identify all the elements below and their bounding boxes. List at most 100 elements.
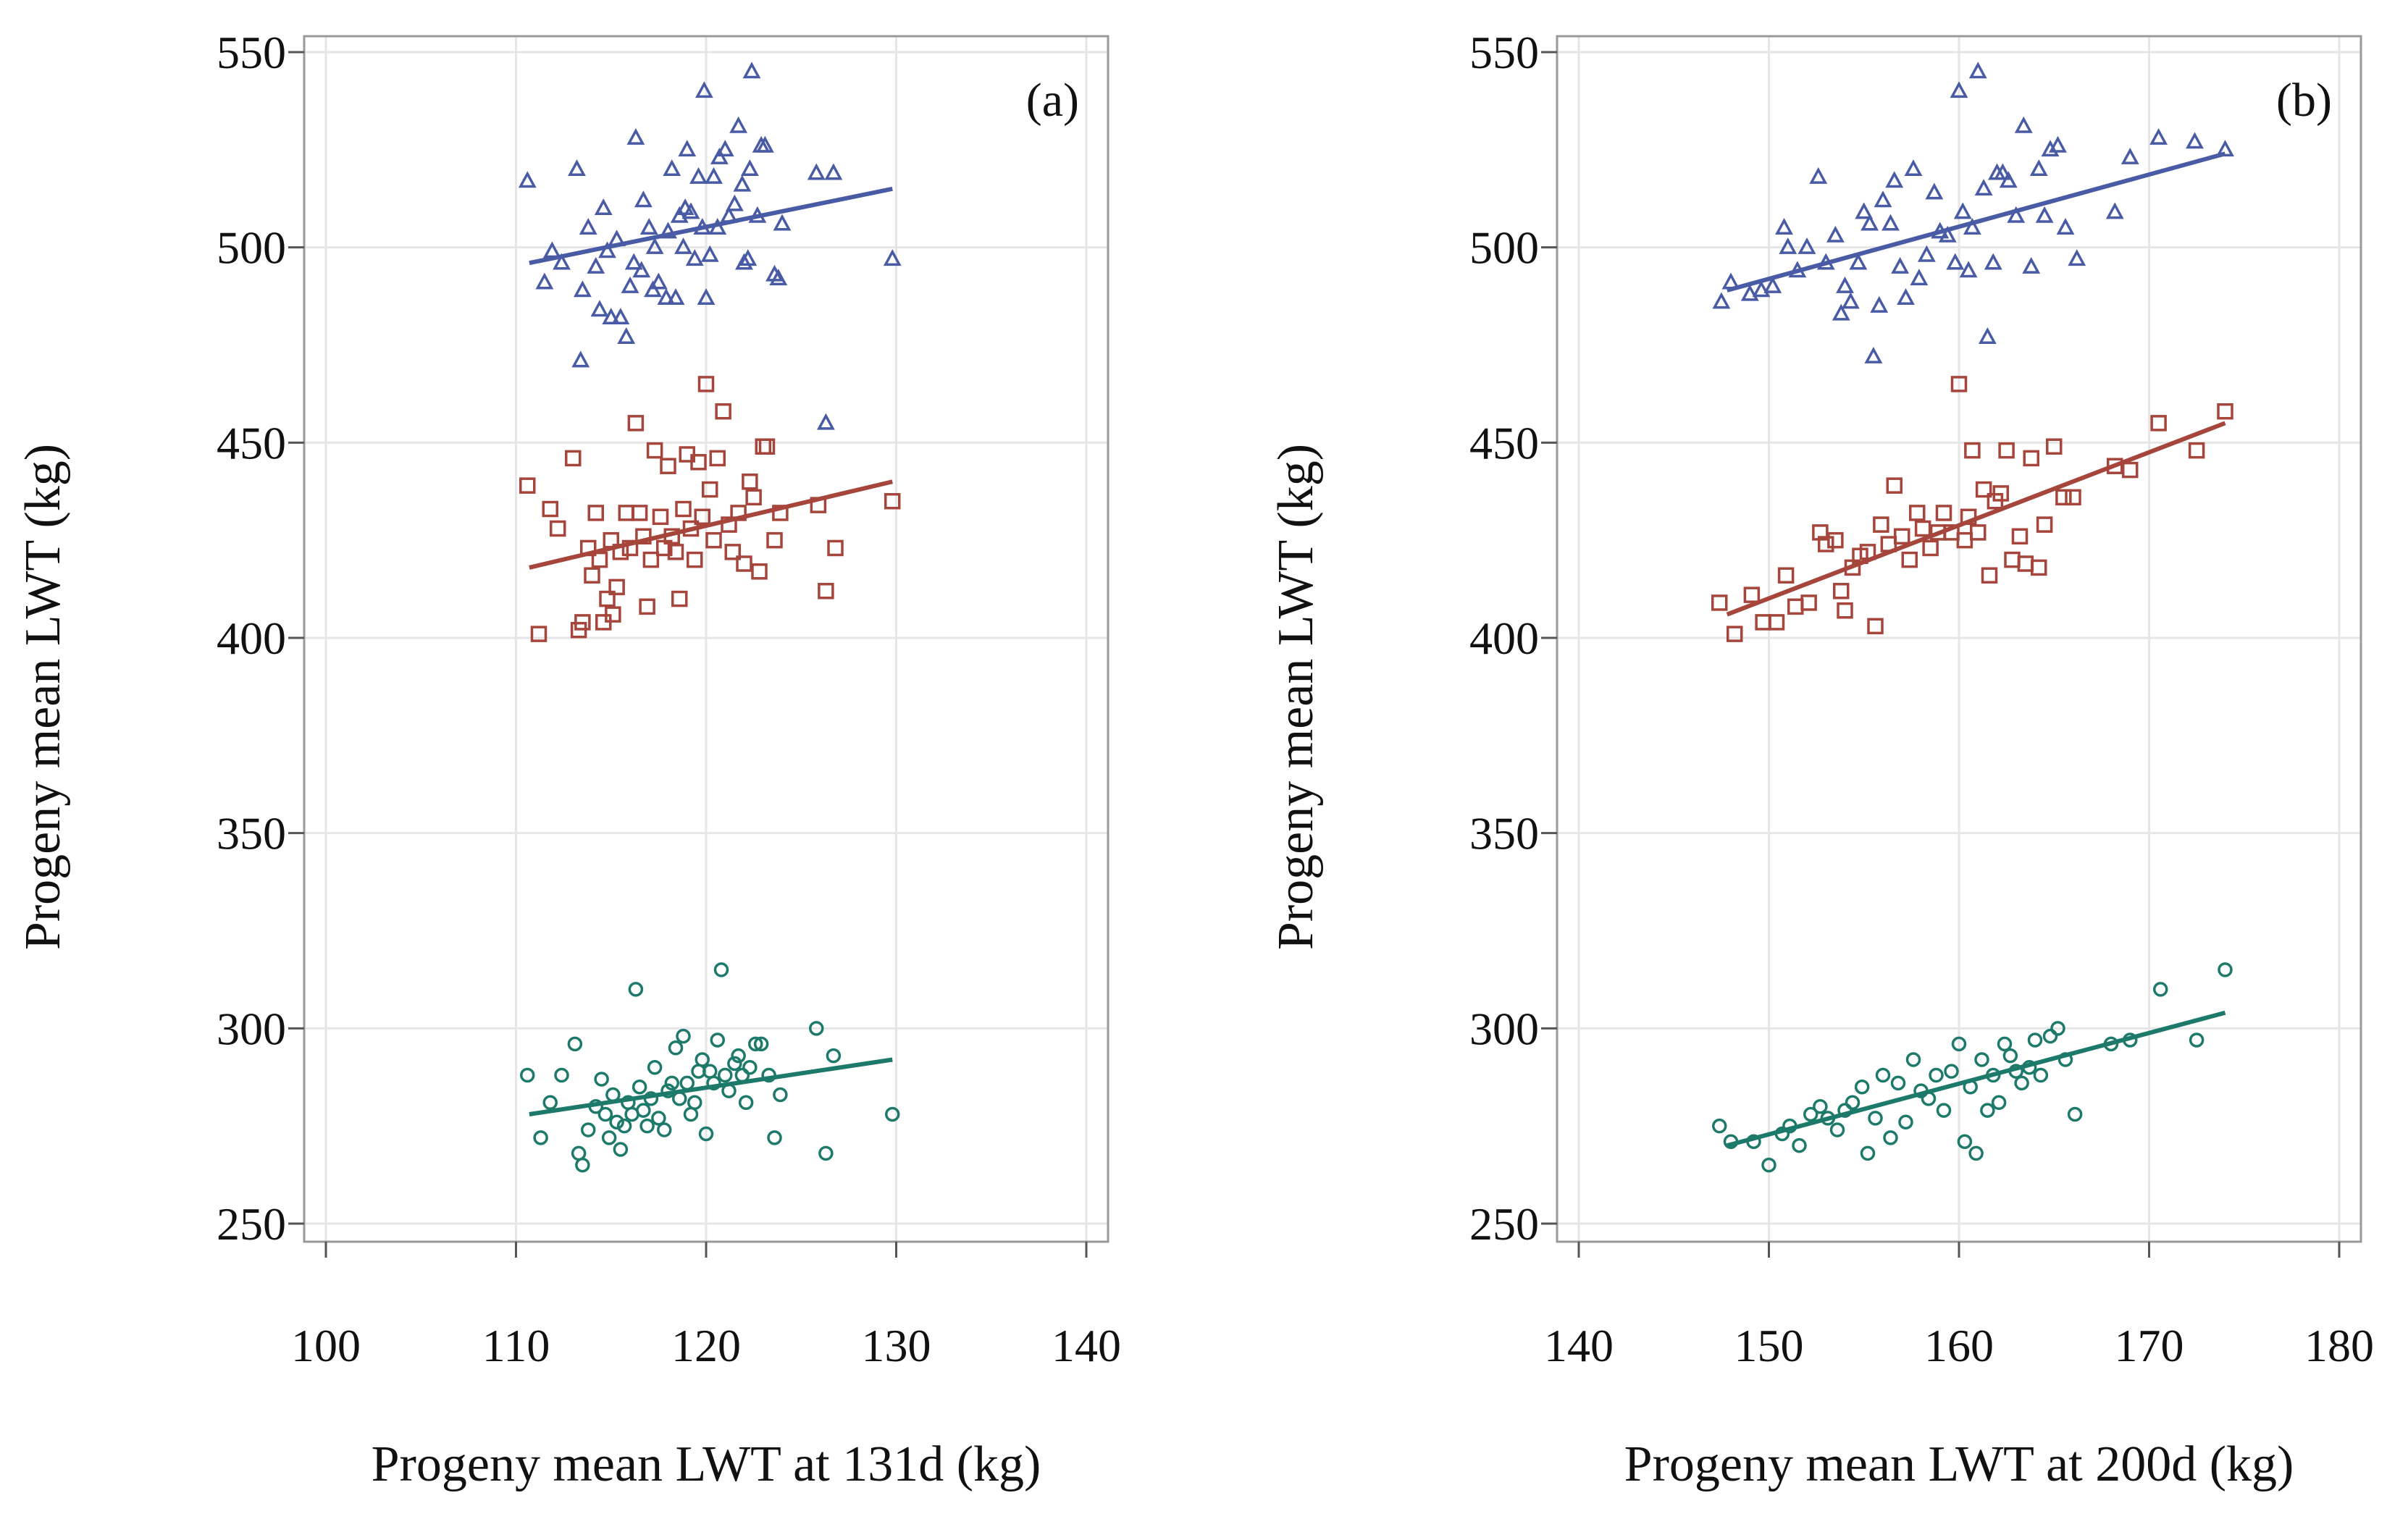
triangle-point — [594, 198, 613, 215]
circle-point — [676, 1028, 691, 1044]
x-axis-label: Progeny mean LWT at 200d (kg) — [1624, 1436, 2294, 1492]
triangle-point — [611, 308, 630, 324]
triangle-point — [1752, 280, 1771, 298]
triangle-point — [649, 272, 668, 290]
circle-point — [1875, 1067, 1891, 1083]
square-point — [1909, 505, 1926, 521]
square-point — [639, 598, 655, 615]
triangle-point — [739, 249, 758, 266]
square-point — [745, 489, 762, 506]
triangle-point — [644, 280, 662, 298]
triangle-point — [689, 167, 708, 184]
square-point — [667, 544, 684, 560]
square-point — [605, 606, 621, 623]
triangle-point — [2149, 127, 2168, 145]
circle-point — [753, 1036, 769, 1052]
square-point — [542, 500, 558, 518]
square-point — [1922, 539, 1939, 557]
circle-point — [731, 1048, 746, 1064]
circle-point — [1854, 1079, 1870, 1095]
circle-series — [520, 962, 900, 1173]
square-point — [1873, 516, 1889, 533]
triangle-point — [1712, 292, 1731, 309]
triangle-point — [674, 237, 692, 254]
triangle-point — [1968, 62, 1987, 79]
triangle-point — [666, 288, 685, 306]
square-point — [621, 539, 639, 557]
circle-point — [567, 1036, 583, 1052]
circle-point — [647, 1060, 663, 1075]
panel-label: (a) — [1026, 74, 1079, 127]
circle-point — [679, 1075, 695, 1091]
triangle-point — [1917, 245, 1936, 262]
triangle-point — [2022, 256, 2041, 274]
triangle-point — [645, 237, 664, 254]
triangle-point — [1984, 253, 2002, 270]
square-point — [530, 626, 548, 642]
circle-point — [554, 1067, 569, 1083]
triangle-point — [1885, 171, 1904, 188]
triangle-point — [1946, 253, 1965, 270]
circle-point — [632, 1079, 647, 1095]
y-tick-label: 450 — [1469, 417, 1539, 468]
square-point — [724, 544, 741, 560]
square-point — [1992, 485, 2009, 502]
y-tick-label: 400 — [217, 613, 286, 664]
circle-point — [1997, 1036, 2013, 1052]
triangle-point — [542, 241, 561, 258]
y-tick-label: 550 — [1469, 27, 1539, 78]
circle-point — [597, 1106, 613, 1122]
x-tick-label: 150 — [1734, 1320, 1804, 1371]
square-point — [884, 492, 901, 510]
x-axis-label: Progeny mean LWT at 131d (kg) — [372, 1436, 1041, 1492]
circle-point — [664, 1075, 679, 1091]
y-tick-label: 500 — [1469, 222, 1539, 274]
triangle-point — [573, 280, 592, 298]
triangle-point — [1950, 81, 1968, 98]
triangle-point — [1860, 214, 1879, 231]
circle-point — [2067, 1106, 2083, 1122]
circle-point — [2218, 962, 2233, 977]
x-tick-label: 180 — [2304, 1320, 2374, 1371]
triangle-point — [1974, 179, 1993, 196]
triangle-point — [755, 135, 774, 153]
triangle-point — [2068, 249, 2086, 266]
triangle-point — [824, 163, 843, 180]
triangle-point — [729, 116, 748, 133]
square-point — [2017, 555, 2034, 572]
triangle-point — [1904, 159, 1923, 177]
triangle-point — [1832, 303, 1850, 321]
circle-point — [2033, 1067, 2049, 1083]
circle-point — [1929, 1067, 1944, 1083]
square-point — [652, 508, 669, 526]
triangle-point — [1779, 237, 1797, 254]
y-tick-label: 250 — [1469, 1198, 1539, 1250]
triangle-point — [1925, 182, 1944, 200]
x-tick-label: 100 — [291, 1320, 361, 1371]
triangle-point — [598, 241, 616, 258]
triangle-point — [1891, 256, 1910, 274]
square-fit-line — [529, 479, 893, 570]
square-point — [1837, 602, 1853, 619]
x-tick-label: 140 — [1544, 1320, 1614, 1371]
circle-point — [657, 1122, 672, 1137]
circle-point — [1712, 1118, 1727, 1134]
square-point — [1827, 531, 1844, 549]
circle-point — [1792, 1137, 1807, 1153]
circle-point — [710, 1032, 725, 1048]
square-point — [550, 520, 566, 537]
circle-point — [575, 1157, 590, 1173]
square-point — [709, 450, 726, 467]
square-point — [1711, 594, 1728, 611]
square-point — [646, 442, 663, 459]
circle-point — [668, 1040, 684, 1056]
circle-point — [1980, 1103, 1995, 1118]
panel-label: (b) — [2276, 74, 2332, 127]
triangle-point — [1826, 225, 1845, 243]
square-point — [1743, 586, 1761, 603]
square-point — [2122, 461, 2139, 479]
triangle-point — [632, 261, 651, 278]
square-point — [721, 516, 737, 533]
triangle-point — [590, 300, 609, 317]
